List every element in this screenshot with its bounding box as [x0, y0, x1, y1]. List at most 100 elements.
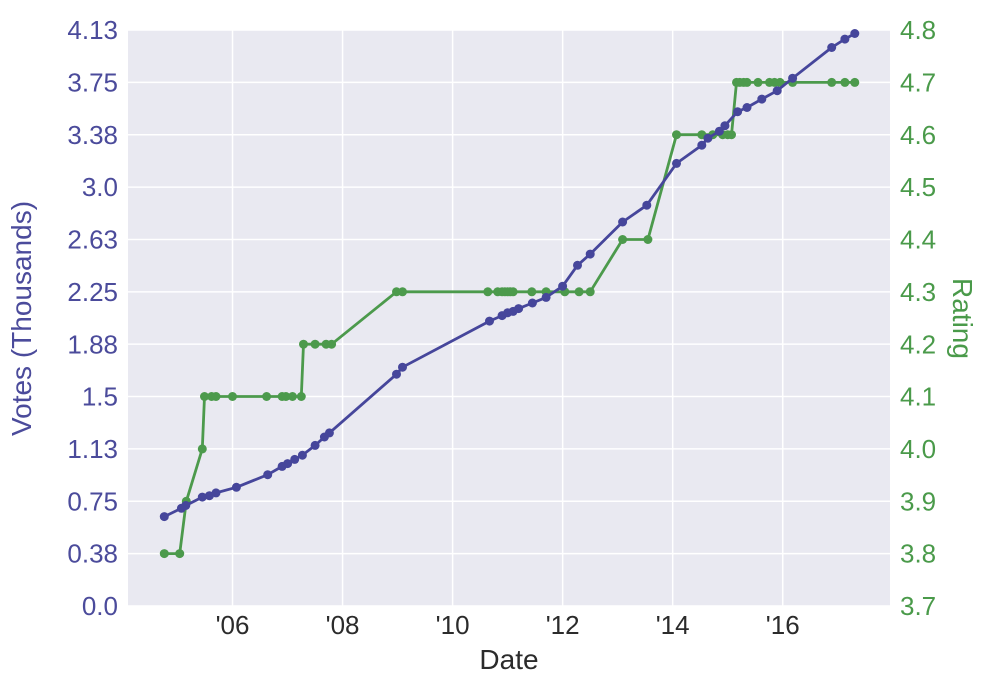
left-axis-tick-label: 1.13: [67, 434, 118, 464]
votes_thousands-marker: [541, 292, 551, 302]
right-axis-tick-label: 3.8: [900, 539, 936, 569]
left-axis-tick-label: 0.0: [82, 591, 118, 621]
rating-marker: [840, 77, 850, 87]
rating-marker: [727, 130, 736, 140]
rating-marker: [742, 77, 752, 87]
left-axis-tick-label: 3.75: [67, 67, 118, 97]
rating-marker: [753, 77, 763, 87]
votes_thousands-marker: [672, 158, 681, 168]
right-axis-tick-label: 4.2: [900, 329, 936, 359]
x-axis-tick-label: '12: [546, 610, 580, 640]
rating-marker: [508, 287, 518, 297]
votes_thousands-marker: [527, 298, 537, 308]
rating-marker: [262, 392, 272, 401]
votes_thousands-marker: [211, 488, 221, 498]
votes_thousands-marker: [290, 454, 300, 464]
right-axis-tick-label: 3.7: [900, 591, 936, 621]
right-axis-tick-label: 3.9: [900, 486, 936, 516]
rating-marker: [200, 392, 209, 401]
rating-marker: [585, 287, 595, 297]
votes_thousands-marker: [558, 281, 568, 291]
votes_thousands-marker: [197, 492, 207, 502]
rating-marker: [574, 287, 584, 297]
rating-marker: [310, 339, 320, 349]
votes_thousands-marker: [297, 450, 307, 460]
x-axis-tick-label: '08: [326, 610, 360, 640]
votes_thousands-marker: [840, 34, 850, 44]
rating-marker: [850, 77, 860, 87]
right-axis-tick-label: 4.7: [900, 67, 936, 97]
left-axis-tick-label: 1.5: [82, 382, 118, 412]
rating-marker: [483, 287, 493, 297]
votes_thousands-marker: [159, 512, 169, 522]
rating-marker: [827, 77, 837, 87]
votes_thousands-marker: [788, 73, 798, 83]
left-axis-tick-label: 3.38: [67, 120, 118, 150]
rating-marker: [527, 287, 537, 297]
right-axis-tick-label: 4.8: [900, 15, 936, 45]
x-axis-tick-label: '06: [216, 610, 250, 640]
rating-marker: [159, 549, 169, 559]
plot-background: [128, 30, 890, 606]
rating-marker: [228, 392, 237, 401]
rating-marker: [643, 235, 653, 244]
rating-marker: [398, 287, 407, 297]
left-axis-tick-label: 3.0: [82, 172, 118, 202]
x-axis-tick-label: '16: [766, 610, 800, 640]
left-axis-tick-label: 1.88: [67, 329, 118, 359]
rating-marker: [618, 235, 628, 244]
rating-marker: [281, 392, 291, 401]
votes_thousands-marker: [703, 133, 713, 143]
votes_thousands-marker: [324, 428, 334, 438]
votes_thousands-marker: [231, 482, 241, 492]
right-axis-tick-label: 4.3: [900, 277, 936, 307]
rating-marker: [775, 77, 785, 87]
left-axis-tick-label: 4.13: [67, 15, 118, 45]
rating-marker: [175, 549, 185, 559]
right-axis-tick-label: 4.4: [900, 225, 936, 255]
x-axis-tick-label: '10: [436, 610, 470, 640]
rating-marker: [299, 339, 308, 349]
votes_thousands-marker: [733, 107, 743, 117]
left-axis-tick-label: 2.63: [67, 225, 118, 255]
right-axis-title: Rating: [947, 277, 978, 359]
votes_thousands-marker: [585, 249, 595, 259]
votes_thousands-marker: [310, 440, 320, 450]
rating-marker: [197, 444, 207, 454]
right-axis-tick-label: 4.0: [900, 434, 936, 464]
votes_thousands-marker: [714, 126, 724, 136]
votes_thousands-marker: [181, 501, 191, 510]
votes_thousands-marker: [720, 121, 730, 131]
rating-marker: [296, 392, 306, 401]
left-axis-title: Votes (Thousands): [6, 200, 37, 436]
rating-marker: [327, 339, 337, 349]
left-axis-tick-label: 0.38: [67, 539, 118, 569]
votes_thousands-marker: [642, 200, 652, 210]
votes_thousands-marker: [757, 94, 767, 104]
votes_thousands-marker: [398, 362, 407, 372]
rating-marker: [211, 392, 221, 401]
x-axis-tick-label: '14: [656, 610, 690, 640]
votes_thousands-marker: [742, 103, 752, 112]
votes_thousands-marker: [850, 29, 860, 38]
left-axis-tick-label: 2.25: [67, 277, 118, 307]
votes_thousands-marker: [485, 316, 494, 326]
votes_thousands-marker: [697, 140, 707, 150]
votes_thousands-marker: [573, 260, 582, 270]
votes_thousands-marker: [827, 43, 837, 52]
votes_thousands-marker: [263, 470, 273, 480]
votes_thousands-marker: [514, 304, 524, 314]
votes_thousands-marker: [283, 459, 293, 469]
right-axis-tick-label: 4.1: [900, 382, 936, 412]
votes_thousands-marker: [392, 369, 401, 379]
votes_thousands-marker: [618, 217, 628, 227]
x-axis-title: Date: [479, 644, 539, 675]
right-axis-tick-label: 4.5: [900, 172, 936, 202]
left-axis-tick-label: 0.75: [67, 486, 118, 516]
votes_thousands-marker: [772, 86, 782, 96]
rating-marker: [288, 392, 297, 401]
rating-marker: [672, 130, 681, 140]
right-axis-tick-label: 4.6: [900, 120, 936, 150]
